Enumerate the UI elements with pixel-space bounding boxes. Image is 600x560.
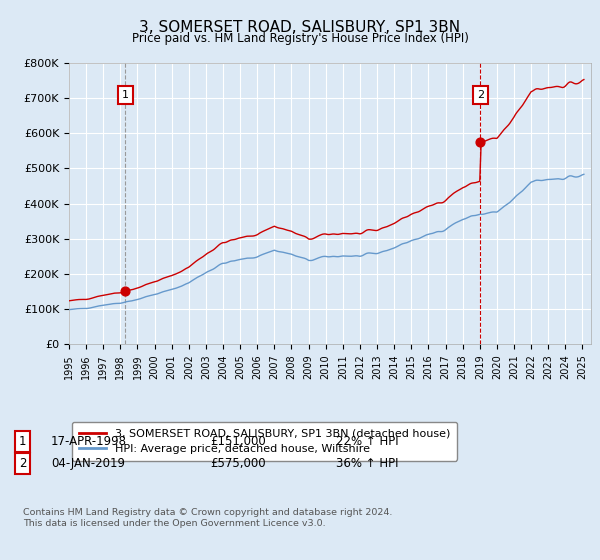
Text: Contains HM Land Registry data © Crown copyright and database right 2024.
This d: Contains HM Land Registry data © Crown c… bbox=[23, 508, 392, 528]
Text: 36% ↑ HPI: 36% ↑ HPI bbox=[336, 457, 398, 470]
Text: 1: 1 bbox=[19, 435, 26, 448]
Point bbox=[121, 287, 130, 296]
Text: Price paid vs. HM Land Registry's House Price Index (HPI): Price paid vs. HM Land Registry's House … bbox=[131, 32, 469, 45]
Text: 1: 1 bbox=[122, 90, 129, 100]
Text: 22% ↑ HPI: 22% ↑ HPI bbox=[336, 435, 398, 448]
Point bbox=[476, 137, 485, 146]
Text: 3, SOMERSET ROAD, SALISBURY, SP1 3BN: 3, SOMERSET ROAD, SALISBURY, SP1 3BN bbox=[139, 20, 461, 35]
Text: 2: 2 bbox=[477, 90, 484, 100]
Text: 17-APR-1998: 17-APR-1998 bbox=[51, 435, 127, 448]
Text: £151,000: £151,000 bbox=[210, 435, 266, 448]
Text: 2: 2 bbox=[19, 457, 26, 470]
Text: £575,000: £575,000 bbox=[210, 457, 266, 470]
Text: 04-JAN-2019: 04-JAN-2019 bbox=[51, 457, 125, 470]
Legend: 3, SOMERSET ROAD, SALISBURY, SP1 3BN (detached house), HPI: Average price, detac: 3, SOMERSET ROAD, SALISBURY, SP1 3BN (de… bbox=[72, 422, 457, 461]
